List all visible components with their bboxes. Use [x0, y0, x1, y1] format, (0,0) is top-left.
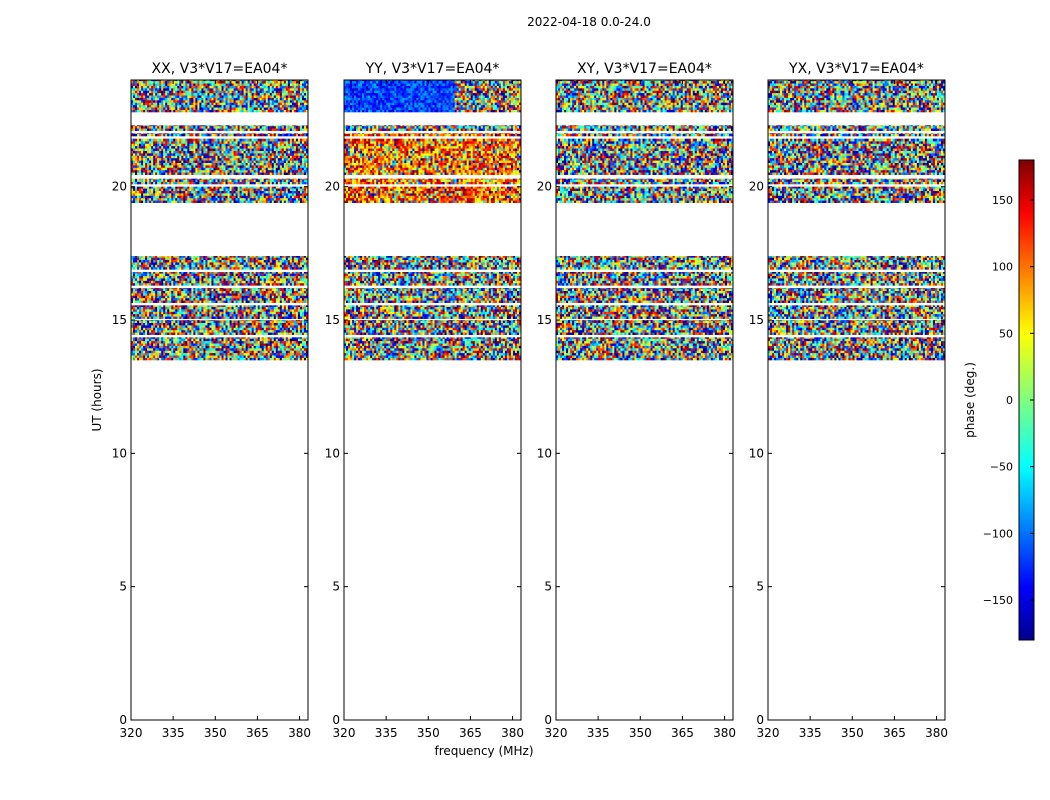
panel-4: YX, V3*V17=EA04* 320 335 350 365 380 0 5 10 15 20 — [749, 61, 948, 740]
y-tick-label: 5 — [332, 580, 340, 594]
y-tick-label: 15 — [112, 313, 127, 327]
colorbar-tick-label: −100 — [983, 527, 1013, 540]
panel-1-heatmap — [131, 80, 308, 360]
panel-2-frame — [344, 80, 521, 720]
x-tick-label: 350 — [841, 726, 864, 740]
y-tick-label: 5 — [119, 580, 127, 594]
x-tick-label: 365 — [459, 726, 482, 740]
y-tick-label: 20 — [537, 180, 552, 194]
x-tick-label: 365 — [883, 726, 906, 740]
x-tick-label: 335 — [799, 726, 822, 740]
y-tick-label: 10 — [749, 446, 764, 460]
x-tick-label: 380 — [713, 726, 736, 740]
panel-4-title: YX, V3*V17=EA04* — [788, 61, 924, 77]
y-tick-label: 20 — [325, 180, 340, 194]
panel-3-frame — [556, 80, 733, 720]
panel-2-heatmap — [344, 80, 521, 360]
x-tick-label: 380 — [501, 726, 524, 740]
colorbar-tick-label: 150 — [992, 194, 1013, 207]
x-tick-label: 320 — [333, 726, 356, 740]
y-tick-label: 0 — [544, 713, 552, 727]
colorbar-tick-label: −50 — [990, 461, 1013, 474]
panel-2: YY, V3*V17=EA04* 320 335 350 365 380 0 5 10 15 20 — [325, 61, 524, 740]
panel-3: XY, V3*V17=EA04* 320 335 350 365 380 0 5 10 15 20 — [537, 61, 736, 740]
y-tick-label: 15 — [749, 313, 764, 327]
x-tick-label: 365 — [246, 726, 269, 740]
figure-title: 2022-04-18 0.0-24.0 — [527, 15, 651, 29]
panel-1-frame — [131, 80, 308, 720]
panel-2-title: YY, V3*V17=EA04* — [365, 61, 500, 77]
figure: 2022-04-18 0.0-24.0 frequency (MHz) UT (… — [0, 0, 1050, 800]
colorbar-tick-label: 100 — [992, 261, 1013, 274]
x-tick-label: 320 — [757, 726, 780, 740]
x-tick-label: 380 — [288, 726, 311, 740]
x-tick-label: 320 — [120, 726, 143, 740]
x-axis-label: frequency (MHz) — [434, 744, 533, 758]
x-tick-label: 350 — [417, 726, 440, 740]
y-tick-label: 0 — [332, 713, 340, 727]
y-tick-label: 20 — [749, 180, 764, 194]
y-tick-label: 15 — [325, 313, 340, 327]
x-tick-label: 335 — [587, 726, 610, 740]
x-tick-label: 350 — [204, 726, 227, 740]
panel-4-heatmap — [768, 80, 945, 360]
y-tick-label: 10 — [325, 446, 340, 460]
y-tick-label: 10 — [112, 446, 127, 460]
colorbar-tick-label: −150 — [983, 594, 1013, 607]
colorbar-label: phase (deg.) — [963, 362, 977, 438]
y-axis-label: UT (hours) — [90, 368, 104, 431]
y-tick-label: 0 — [119, 713, 127, 727]
colorbar-tick-label: 0 — [1006, 394, 1013, 407]
y-tick-label: 15 — [537, 313, 552, 327]
x-tick-label: 365 — [671, 726, 694, 740]
x-tick-label: 320 — [545, 726, 568, 740]
y-tick-label: 0 — [756, 713, 764, 727]
colorbar-tick-label: 50 — [999, 327, 1013, 340]
panels: XX, V3*V17=EA04*320 335 350 365 38005101520Y… — [112, 61, 948, 740]
panel-3-heatmap — [556, 80, 733, 360]
panel-4-frame — [768, 80, 945, 720]
panel-3-title: XY, V3*V17=EA04* — [577, 61, 712, 77]
x-tick-label: 335 — [375, 726, 398, 740]
y-tick-label: 5 — [544, 580, 552, 594]
y-tick-label: 20 — [112, 180, 127, 194]
panel-1: XX, V3*V17=EA04* 320 335 350 365 380 0 5 10 15 20 — [112, 61, 311, 740]
y-tick-label: 10 — [537, 446, 552, 460]
x-tick-label: 335 — [162, 726, 185, 740]
x-tick-label: 380 — [925, 726, 948, 740]
y-tick-label: 5 — [756, 580, 764, 594]
x-tick-label: 350 — [629, 726, 652, 740]
panel-1-title: XX, V3*V17=EA04* — [152, 61, 288, 77]
